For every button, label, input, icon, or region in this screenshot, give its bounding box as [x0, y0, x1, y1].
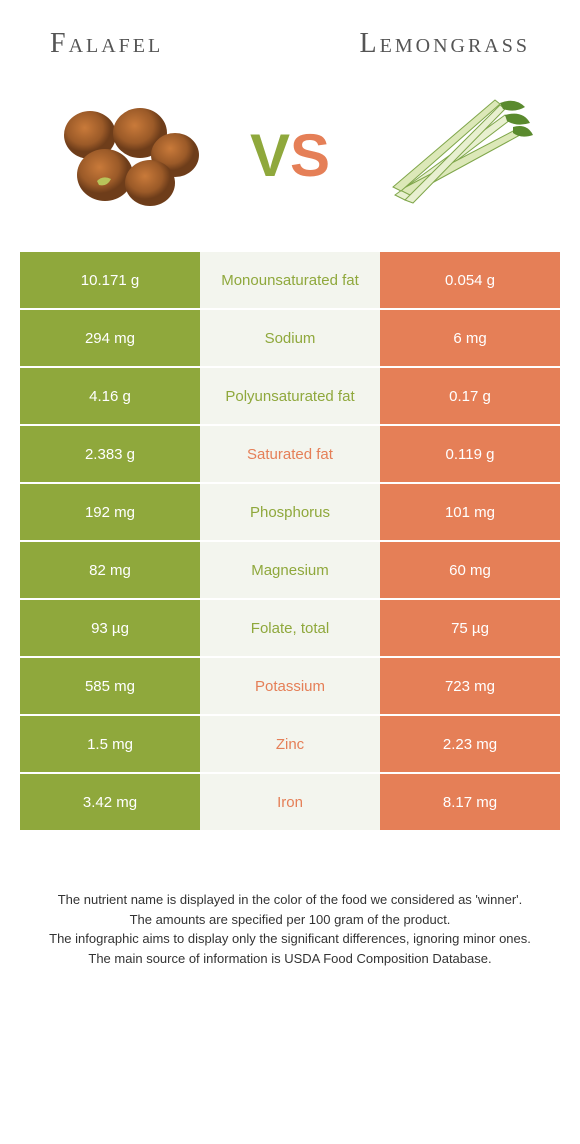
header: Falafel Lemongrass	[0, 0, 580, 70]
footer-line-2: The amounts are specified per 100 gram o…	[30, 910, 550, 930]
table-row: 93 µgFolate, total75 µg	[20, 598, 560, 656]
right-value: 101 mg	[380, 482, 560, 540]
right-value: 6 mg	[380, 308, 560, 366]
left-value: 10.171 g	[20, 250, 200, 308]
table-row: 82 mgMagnesium60 mg	[20, 540, 560, 598]
right-value: 0.054 g	[380, 250, 560, 308]
right-value: 0.17 g	[380, 366, 560, 424]
left-value: 93 µg	[20, 598, 200, 656]
header-left-title: Falafel	[50, 28, 163, 60]
vs-label: VS	[250, 121, 330, 190]
right-value: 8.17 mg	[380, 772, 560, 830]
falafel-image	[40, 90, 210, 220]
right-value: 0.119 g	[380, 424, 560, 482]
footer-line-3: The infographic aims to display only the…	[30, 929, 550, 949]
table-row: 294 mgSodium6 mg	[20, 308, 560, 366]
footer-notes: The nutrient name is displayed in the co…	[0, 830, 580, 988]
table-row: 3.42 mgIron8.17 mg	[20, 772, 560, 830]
right-value: 2.23 mg	[380, 714, 560, 772]
nutrient-label: Iron	[200, 772, 380, 830]
vs-v: V	[250, 121, 290, 190]
left-value: 3.42 mg	[20, 772, 200, 830]
left-value: 82 mg	[20, 540, 200, 598]
table-row: 585 mgPotassium723 mg	[20, 656, 560, 714]
header-right-title: Lemongrass	[360, 28, 530, 60]
left-value: 192 mg	[20, 482, 200, 540]
right-value: 75 µg	[380, 598, 560, 656]
left-value: 2.383 g	[20, 424, 200, 482]
left-value: 4.16 g	[20, 366, 200, 424]
nutrient-label: Potassium	[200, 656, 380, 714]
left-value: 294 mg	[20, 308, 200, 366]
left-value: 585 mg	[20, 656, 200, 714]
nutrient-table: 10.171 gMonounsaturated fat0.054 g294 mg…	[20, 250, 560, 830]
footer-line-1: The nutrient name is displayed in the co…	[30, 890, 550, 910]
images-row: VS	[0, 70, 580, 250]
vs-s: S	[290, 121, 330, 190]
nutrient-label: Monounsaturated fat	[200, 250, 380, 308]
right-value: 60 mg	[380, 540, 560, 598]
nutrient-label: Magnesium	[200, 540, 380, 598]
table-row: 2.383 gSaturated fat0.119 g	[20, 424, 560, 482]
table-row: 192 mgPhosphorus101 mg	[20, 482, 560, 540]
right-value: 723 mg	[380, 656, 560, 714]
nutrient-label: Polyunsaturated fat	[200, 366, 380, 424]
nutrient-label: Phosphorus	[200, 482, 380, 540]
nutrient-label: Zinc	[200, 714, 380, 772]
nutrient-label: Saturated fat	[200, 424, 380, 482]
left-value: 1.5 mg	[20, 714, 200, 772]
footer-line-4: The main source of information is USDA F…	[30, 949, 550, 969]
table-row: 1.5 mgZinc2.23 mg	[20, 714, 560, 772]
table-row: 4.16 gPolyunsaturated fat0.17 g	[20, 366, 560, 424]
lemongrass-image	[370, 90, 540, 220]
nutrient-label: Folate, total	[200, 598, 380, 656]
table-row: 10.171 gMonounsaturated fat0.054 g	[20, 250, 560, 308]
nutrient-label: Sodium	[200, 308, 380, 366]
